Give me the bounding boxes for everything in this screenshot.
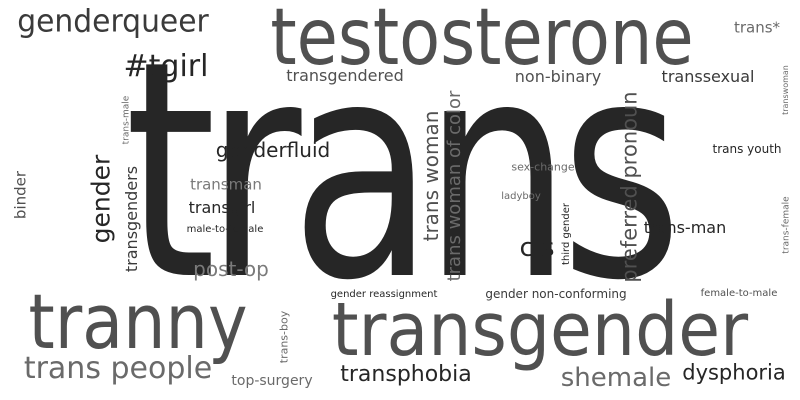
word-genderfluid: genderfluid (215, 138, 331, 162)
word-gender-reassignment: gender reassignment (330, 289, 438, 300)
word-trans-male: trans-male (121, 95, 132, 145)
word-transwoman: transwoman (781, 65, 790, 115)
word-trans-people: trans people (23, 351, 213, 386)
word-transphobia: transphobia (340, 362, 472, 387)
word-transgender: transgender (331, 287, 749, 373)
word-trans-star: trans* (733, 18, 781, 37)
word-trans-female: trans-female (781, 196, 792, 254)
word-genderqueer: genderqueer (17, 3, 209, 40)
word-male-to-female: male-to-female (186, 224, 264, 235)
word-trans: trans (124, 0, 683, 346)
word-gender-non-conforming: gender non-conforming (485, 287, 627, 301)
word-dysphoria: dysphoria (682, 360, 786, 385)
word-shemale: shemale (560, 363, 672, 393)
word-transsexual: transsexual (661, 67, 755, 86)
word-sex-change: sex-change (511, 160, 575, 174)
word-trans-man: trans-man (643, 218, 727, 237)
word-gender: gender (86, 154, 116, 244)
word-trans-youth: trans youth (712, 142, 782, 156)
word-trans-woman-of-color: trans woman of color (444, 90, 465, 282)
word-transman: transman (190, 175, 262, 194)
word-third-gender: third gender (561, 203, 572, 265)
word-female-to-male: female-to-male (700, 288, 778, 299)
word-transgendered: transgendered (286, 66, 404, 85)
word-trans-boy: trans-boy (277, 310, 291, 364)
word-non-binary: non-binary (514, 67, 602, 86)
word-testosterone: testosterone (270, 0, 694, 83)
word-binder: binder (11, 170, 30, 220)
word-tgirl: #tgirl (123, 49, 209, 84)
word-transgirl: transgirl (188, 198, 256, 217)
word-tranny: tranny (28, 277, 248, 366)
word-cis: cis (519, 233, 555, 263)
word-trans-woman: trans woman (419, 110, 443, 242)
word-post-op: post-op (193, 257, 269, 281)
word-top-surgery: top-surgery (231, 373, 313, 389)
word-preferred-pronoun: preferred pronoun (617, 91, 642, 283)
word-ladyboy: ladyboy (501, 191, 541, 202)
word-transgenders: transgenders (122, 165, 141, 273)
